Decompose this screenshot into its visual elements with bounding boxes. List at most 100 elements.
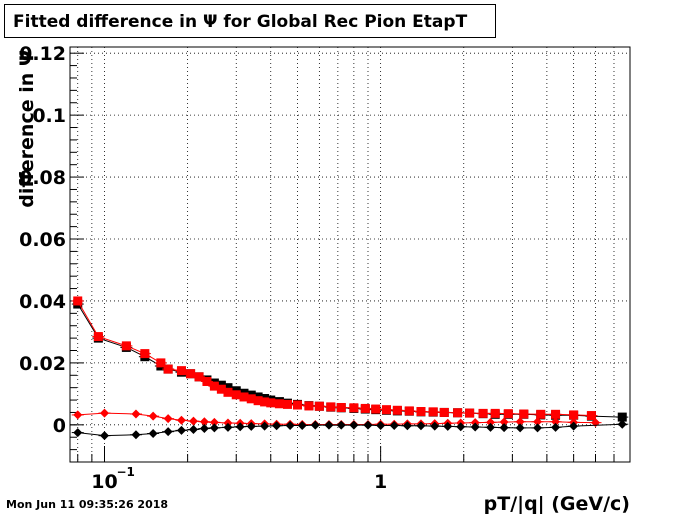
data-point — [533, 423, 543, 433]
data-point — [551, 422, 561, 432]
data-point — [163, 427, 173, 437]
data-point — [376, 420, 386, 430]
data-point — [389, 420, 399, 430]
data-point — [456, 422, 466, 432]
data-point — [260, 421, 270, 431]
data-point — [199, 417, 209, 427]
data-point — [304, 401, 314, 411]
data-point — [569, 410, 579, 420]
data-point — [551, 417, 561, 427]
data-point — [231, 390, 241, 400]
data-point — [486, 417, 496, 427]
data-point — [131, 409, 141, 419]
data-point — [326, 402, 336, 412]
data-point — [188, 416, 198, 426]
data-point — [503, 409, 513, 419]
y-tick-label: 0 — [53, 415, 66, 437]
data-point — [93, 332, 103, 342]
data-point — [73, 428, 83, 438]
data-point — [314, 401, 324, 411]
data-point — [131, 430, 141, 440]
data-point — [209, 423, 219, 433]
data-point — [73, 296, 83, 306]
data-point — [202, 376, 212, 386]
data-point — [349, 420, 359, 430]
y-tick-label: 0.04 — [19, 291, 66, 313]
data-point — [360, 403, 370, 413]
data-point — [515, 423, 525, 433]
data-point — [533, 417, 543, 427]
data-point — [297, 420, 307, 430]
series-3 — [71, 419, 629, 441]
data-point — [617, 419, 627, 429]
data-point — [363, 420, 373, 430]
data-point — [430, 421, 440, 431]
data-point — [490, 408, 500, 418]
data-point — [310, 420, 320, 430]
data-point — [121, 341, 131, 351]
data-point — [99, 408, 109, 418]
data-point — [453, 408, 463, 418]
data-point — [402, 421, 412, 431]
data-point — [274, 399, 284, 409]
data-point — [478, 408, 488, 418]
data-point — [148, 429, 158, 439]
data-point — [499, 423, 509, 433]
data-point — [148, 411, 158, 421]
data-point — [465, 408, 475, 418]
data-point — [209, 381, 219, 391]
data-point — [336, 402, 346, 412]
data-point — [293, 400, 303, 410]
data-point — [216, 384, 226, 394]
data-point — [371, 404, 381, 414]
data-point — [470, 422, 480, 432]
series-0 — [71, 299, 629, 422]
data-point — [536, 409, 546, 419]
data-point — [199, 424, 209, 434]
data-point — [283, 399, 293, 409]
data-point — [176, 425, 186, 435]
data-point — [272, 421, 282, 431]
data-point — [253, 396, 263, 406]
data-point — [519, 409, 529, 419]
data-point — [551, 409, 561, 419]
series-line — [77, 300, 592, 417]
series-1 — [71, 296, 598, 421]
data-point — [392, 405, 402, 415]
data-point — [140, 349, 150, 359]
data-point — [404, 406, 414, 416]
data-point — [486, 422, 496, 432]
data-point — [443, 421, 453, 431]
data-point — [260, 397, 270, 407]
data-point — [186, 369, 196, 379]
y-tick-label: 0.08 — [19, 167, 66, 189]
y-tick-label: 0.06 — [19, 229, 66, 251]
x-tick-exponent: −1 — [116, 465, 134, 479]
data-point — [239, 392, 249, 402]
grid — [70, 47, 630, 462]
chart-title: Fitted difference in Ψ for Global Rec Pi… — [13, 12, 468, 32]
data-point — [223, 387, 233, 397]
data-point — [209, 417, 219, 427]
data-point — [617, 412, 627, 422]
title-box: Fitted difference in Ψ for Global Rec Pi… — [4, 4, 496, 38]
data-point — [285, 420, 295, 430]
data-point — [235, 422, 245, 432]
plot-frame — [69, 46, 631, 463]
data-point — [439, 407, 449, 417]
x-tick-label: 1 — [374, 471, 387, 493]
x-axis-label: pT/|q| (GeV/c) — [484, 493, 630, 514]
data-point — [428, 407, 438, 417]
data-point — [246, 394, 256, 404]
data-point — [156, 358, 166, 368]
data-point — [569, 421, 579, 431]
data-point — [176, 366, 186, 376]
data-point — [73, 410, 83, 420]
data-point — [499, 417, 509, 427]
data-point — [324, 420, 334, 430]
data-point — [163, 414, 173, 424]
data-point — [194, 372, 204, 382]
y-tick-label: 0.12 — [19, 43, 66, 65]
data-point — [416, 407, 426, 417]
